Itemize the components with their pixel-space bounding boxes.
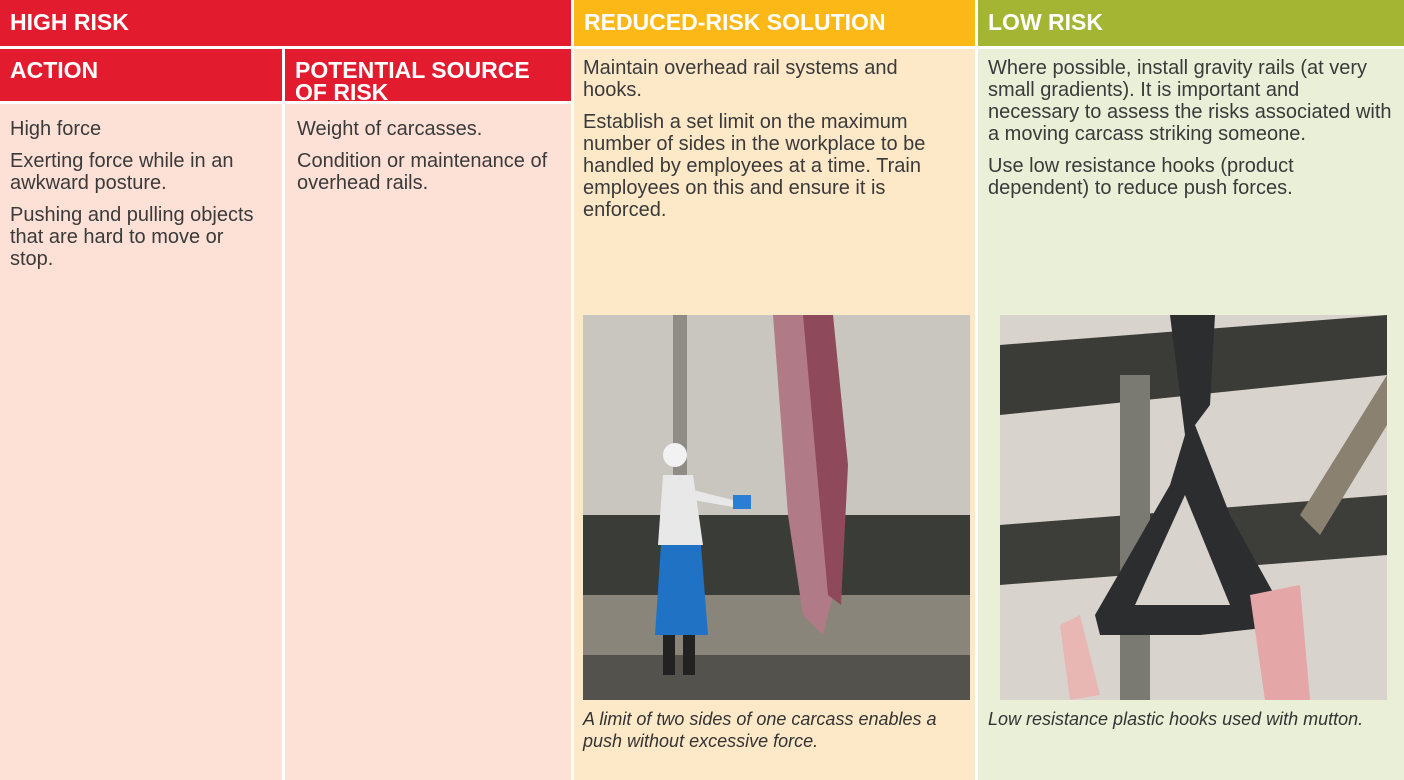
- action-item: Pushing and pulling objects that are har…: [10, 204, 272, 270]
- low-risk-header: LOW RISK: [978, 0, 1404, 46]
- page: {"header": {"high_risk": "HIGH RISK", "r…: [0, 0, 1404, 780]
- source-item: Condition or maintenance of overhead rai…: [297, 150, 551, 194]
- source-item: Weight of carcasses.: [297, 118, 551, 140]
- action-header: ACTION: [0, 49, 282, 101]
- source-cell: Weight of carcasses. Condition or mainte…: [285, 104, 571, 780]
- low-cell: Where possible, install gravity rails (a…: [978, 49, 1404, 780]
- action-cell: High force Exerting force while in an aw…: [0, 104, 282, 780]
- hook-photo: [1000, 315, 1387, 700]
- reduced-header: REDUCED-RISK SOLUTION: [574, 0, 975, 46]
- reduced-caption: A limit of two sides of one carcass enab…: [574, 700, 975, 752]
- reduced-cell: Maintain overhead rail systems and hooks…: [574, 49, 975, 780]
- high-risk-header: HIGH RISK: [0, 0, 571, 46]
- action-item: High force: [10, 118, 272, 140]
- carcass-photo: [583, 315, 970, 700]
- reduced-paragraph: Maintain overhead rail systems and hooks…: [583, 57, 935, 101]
- low-paragraph: Where possible, install gravity rails (a…: [988, 57, 1392, 145]
- reduced-paragraph: Establish a set limit on the maximum num…: [583, 111, 935, 221]
- low-text: Where possible, install gravity rails (a…: [978, 49, 1404, 315]
- low-paragraph: Use low resistance hooks (product depend…: [988, 155, 1392, 199]
- reduced-text: Maintain overhead rail systems and hooks…: [574, 49, 975, 315]
- source-header: POTENTIAL SOURCE OF RISK: [285, 49, 571, 101]
- low-caption: Low resistance plastic hooks used with m…: [978, 700, 1404, 730]
- action-item: Exerting force while in an awkward postu…: [10, 150, 272, 194]
